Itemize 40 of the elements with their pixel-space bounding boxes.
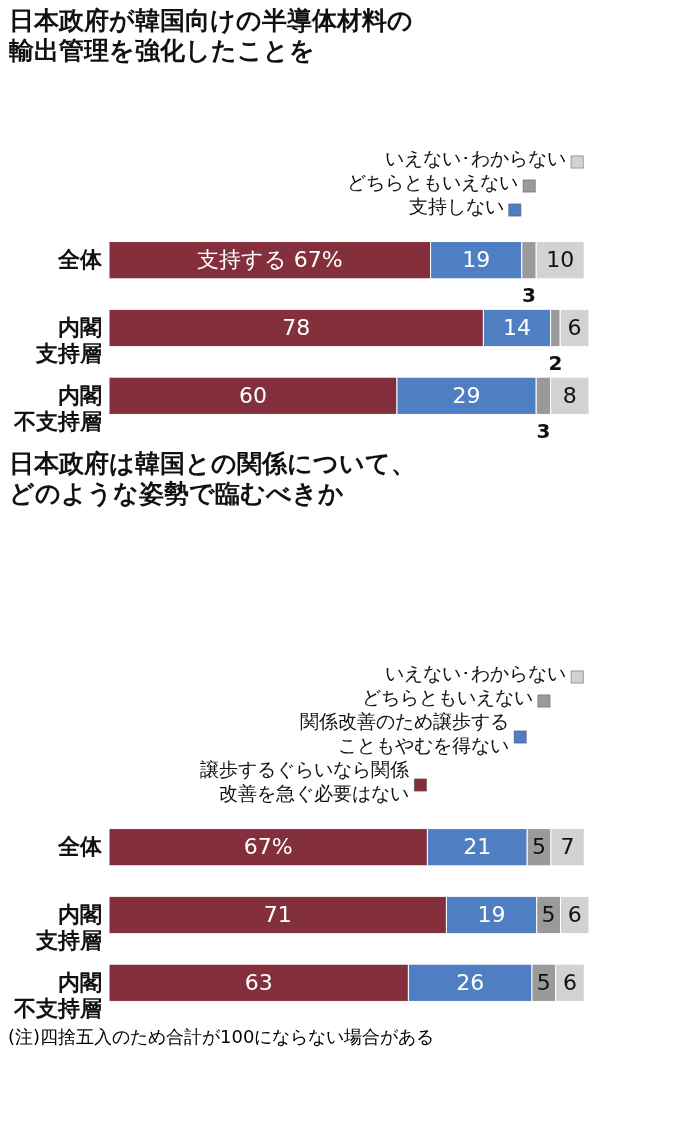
legend-label: 譲歩するぐらいなら関係改善を急ぐ必要はない: [200, 758, 410, 804]
legend-label: いえない･わからない: [385, 147, 567, 169]
y-tick-label: 内閣不支持層: [12, 382, 102, 434]
data-label: 8: [562, 382, 577, 408]
y-tick-label: 内閣不支持層: [12, 969, 102, 1021]
data-label: 60: [239, 382, 267, 408]
chart-title: 日本政府は韓国との関係について、どのような姿勢で臨むべきか: [9, 449, 416, 508]
data-label: 3: [522, 283, 536, 308]
annotation: (注)四捨五入のため合計が100にならない場合がある: [8, 1025, 436, 1049]
data-label: 78: [282, 315, 311, 340]
chart-title: 日本政府が韓国向けの半導体材料の輸出管理を強化したことを: [8, 6, 413, 65]
data-label: 10: [546, 247, 575, 273]
data-label: 7: [560, 834, 575, 860]
data-label: 5: [532, 834, 547, 860]
data-label: 63: [244, 969, 273, 995]
data-label: 26: [456, 969, 485, 995]
data-label: 3: [536, 418, 551, 443]
y-tick-label: 内閣支持層: [34, 315, 102, 366]
legend-label: 関係改善のため譲歩することもやむを得ない: [300, 710, 510, 756]
data-label: 6: [567, 315, 582, 340]
legend-label: いえない･わからない: [385, 662, 567, 684]
data-label: 14: [503, 315, 531, 340]
legend-label: どちらともいえない: [361, 686, 533, 708]
legend-label: どちらともいえない: [347, 171, 519, 193]
data-label: 19: [477, 902, 506, 927]
y-tick-label: 全体: [56, 247, 103, 273]
legend-label: 支持しない: [408, 195, 504, 217]
y-tick-label: 内閣支持層: [34, 902, 102, 953]
data-label: 2: [548, 351, 563, 375]
data-label: 21: [463, 834, 492, 860]
data-label: 5: [541, 902, 556, 927]
data-label: 29: [452, 382, 481, 408]
data-label: 6: [562, 969, 577, 995]
data-label: 支持する 67%: [196, 247, 343, 273]
data-label: 6: [567, 902, 582, 927]
data-label: 5: [536, 969, 551, 995]
data-label: 71: [263, 902, 292, 927]
data-label: 19: [462, 247, 491, 273]
y-tick-label: 全体: [56, 834, 103, 860]
data-label: 67%: [243, 834, 293, 860]
